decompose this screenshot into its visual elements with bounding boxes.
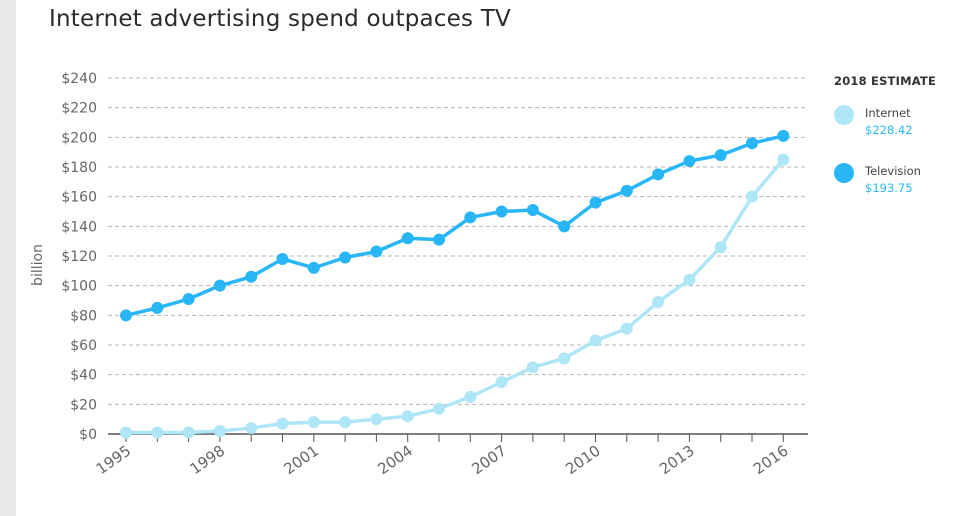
data-point-television-2008 xyxy=(526,204,539,217)
legend: 2018 ESTIMATE Internet $228.42 Televisio… xyxy=(834,74,937,195)
data-point-internet-1995 xyxy=(120,426,132,439)
x-tick-label: 2007 xyxy=(468,442,510,479)
y-tick-label: $220 xyxy=(61,101,97,117)
data-point-television-2007 xyxy=(495,205,508,218)
data-point-television-2002 xyxy=(339,251,352,264)
data-point-internet-2016 xyxy=(777,153,790,166)
y-tick-label: $60 xyxy=(70,338,97,354)
series-line-television xyxy=(125,134,784,318)
data-point-internet-2004 xyxy=(401,410,414,423)
legend-value-internet: $228.42 xyxy=(865,123,913,137)
data-point-internet-2009 xyxy=(558,352,571,365)
data-point-television-2013 xyxy=(683,155,696,168)
data-point-internet-2013 xyxy=(683,273,696,286)
y-tick-label: $120 xyxy=(61,249,97,265)
data-point-internet-1998 xyxy=(213,425,226,438)
chart-title: Internet advertising spend outpaces TV xyxy=(49,6,511,32)
data-point-television-2014 xyxy=(714,149,727,162)
legend-dot-television xyxy=(834,163,854,183)
data-point-television-1998 xyxy=(213,279,226,292)
data-point-television-1997 xyxy=(182,293,195,306)
data-point-television-2004 xyxy=(401,232,414,245)
y-tick-label: $240 xyxy=(61,71,97,87)
data-point-internet-2005 xyxy=(433,402,445,415)
data-point-internet-1996 xyxy=(151,426,164,439)
y-tick-label: $180 xyxy=(61,160,97,176)
data-point-internet-2001 xyxy=(307,416,320,429)
y-tick-label: $20 xyxy=(70,397,97,413)
legend-dot-internet xyxy=(834,105,854,125)
data-point-internet-2012 xyxy=(652,295,665,308)
data-point-television-2011 xyxy=(620,184,633,197)
y-tick-label: $40 xyxy=(70,368,97,384)
y-tick-label: $0 xyxy=(79,427,97,443)
x-tick-label: 1995 xyxy=(93,442,135,479)
data-point-television-2006 xyxy=(464,211,477,224)
data-point-internet-2002 xyxy=(339,416,352,429)
series-line-internet xyxy=(126,158,785,435)
legend-label-internet: Internet xyxy=(865,106,911,120)
data-point-internet-2015 xyxy=(746,190,758,203)
data-point-internet-2006 xyxy=(464,390,477,403)
y-tick-label: $200 xyxy=(61,130,97,146)
page-side-strip xyxy=(0,0,16,516)
data-point-television-2003 xyxy=(370,245,383,258)
x-tick-label: 2016 xyxy=(750,442,792,479)
x-tick-label: 2010 xyxy=(562,442,604,479)
data-point-television-2009 xyxy=(558,220,571,233)
y-tick-label: $80 xyxy=(70,308,97,324)
data-point-television-2012 xyxy=(652,168,665,181)
data-point-internet-2003 xyxy=(370,413,383,426)
data-point-internet-1997 xyxy=(182,426,195,439)
data-point-internet-2000 xyxy=(276,417,289,430)
data-point-television-1999 xyxy=(245,270,258,283)
y-axis-label: billion xyxy=(30,244,46,286)
data-point-internet-1999 xyxy=(245,422,258,435)
x-tick-label: 2004 xyxy=(374,442,416,479)
x-tick-label: 2013 xyxy=(656,442,698,479)
data-point-television-2015 xyxy=(746,137,758,150)
data-point-television-1995 xyxy=(120,309,132,322)
data-point-television-2001 xyxy=(307,261,320,274)
data-point-television-1996 xyxy=(151,301,164,314)
data-point-internet-2014 xyxy=(714,241,727,254)
data-point-television-2016 xyxy=(777,129,790,142)
y-tick-label: $140 xyxy=(61,219,97,235)
y-tick-label: $100 xyxy=(61,279,97,295)
data-point-television-2010 xyxy=(589,196,602,209)
data-point-television-2005 xyxy=(433,233,445,246)
data-point-internet-2007 xyxy=(495,376,508,389)
legend-title: 2018 ESTIMATE xyxy=(834,74,937,88)
legend-value-television: $193.75 xyxy=(865,181,913,195)
data-point-internet-2008 xyxy=(526,361,539,374)
legend-label-television: Television xyxy=(865,164,921,178)
data-point-television-2000 xyxy=(276,252,289,265)
y-tick-label: $160 xyxy=(61,190,97,206)
data-point-internet-2011 xyxy=(620,322,633,335)
x-tick-label: 2001 xyxy=(280,442,322,479)
data-point-internet-2010 xyxy=(589,334,602,347)
x-tick-label: 1998 xyxy=(187,442,229,479)
